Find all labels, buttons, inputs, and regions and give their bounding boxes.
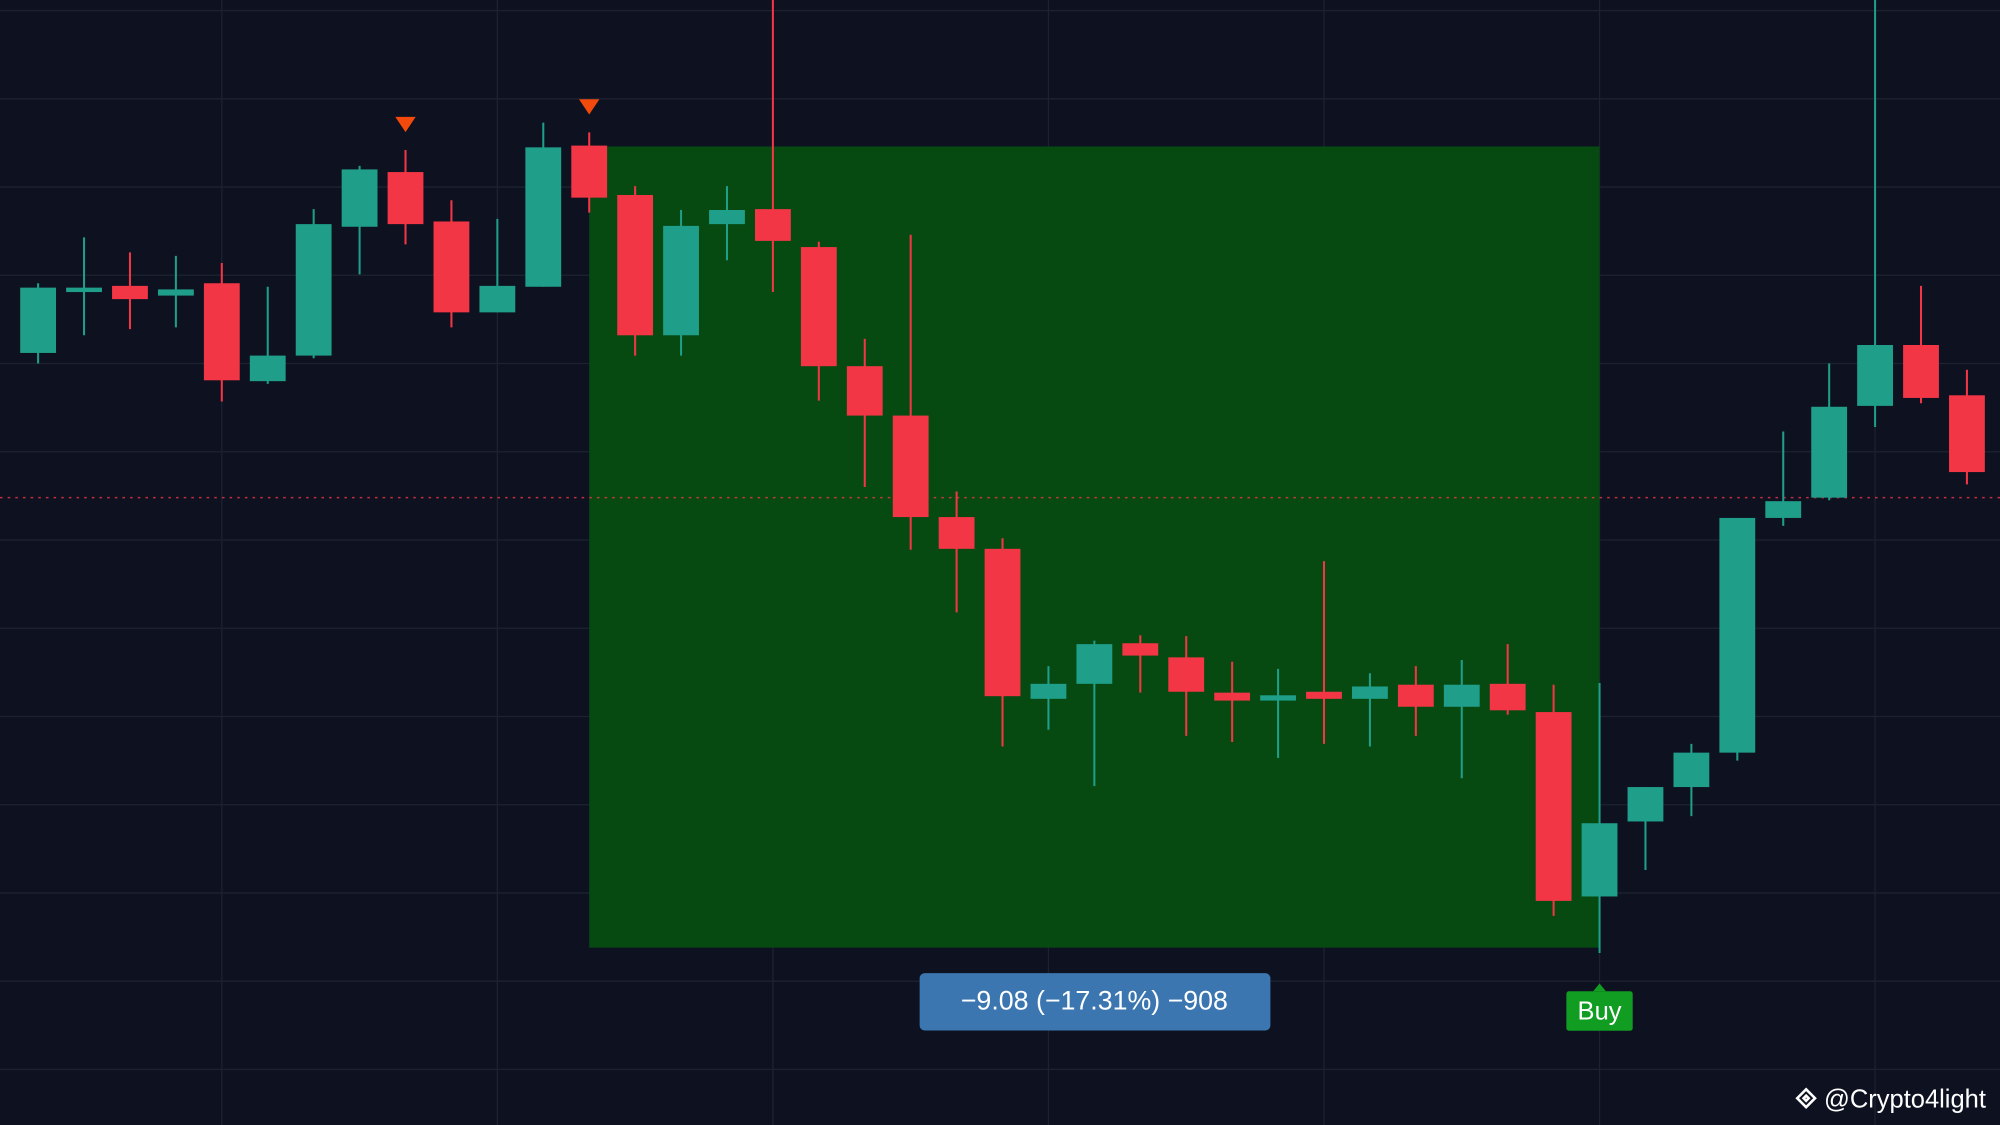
candle-body (663, 225, 699, 336)
candle-body (525, 147, 562, 287)
candle-body (709, 210, 745, 225)
candle-body (1214, 692, 1251, 701)
candle-body (1535, 712, 1572, 901)
candle-body (892, 415, 929, 518)
candle-body (433, 221, 470, 313)
candle-body (846, 366, 883, 416)
candle-body (617, 195, 654, 336)
candles (20, 0, 1985, 953)
candle-body (938, 517, 975, 549)
candle-body (1949, 395, 1985, 473)
candle-body (1489, 683, 1526, 711)
candle-body (1811, 406, 1848, 498)
candle-body (571, 145, 608, 198)
candle-body (1719, 517, 1756, 753)
candle-body (203, 283, 240, 381)
candle-body (1857, 345, 1893, 406)
candle-body (295, 224, 332, 356)
candle-body (800, 247, 837, 367)
candle-body (1122, 643, 1159, 656)
watermark: @Crypto4light (1795, 1085, 1986, 1113)
measure-area (589, 146, 1600, 948)
candle-body (1076, 644, 1113, 684)
buy-pointer (1593, 983, 1606, 992)
candle-body (1306, 691, 1342, 699)
sell-marker (579, 99, 600, 115)
buy-label-box (1566, 991, 1633, 1031)
sell-marker (395, 116, 416, 133)
candle-body (112, 285, 148, 300)
candle-body (1581, 823, 1618, 897)
candle-body (20, 287, 57, 353)
candle-body (341, 169, 378, 227)
candle-body (984, 548, 1021, 697)
candle-body (1260, 695, 1296, 701)
candle-body (1627, 787, 1664, 822)
candle-body (1168, 657, 1205, 692)
measure-label-box (919, 973, 1271, 1031)
candle-body (1030, 683, 1067, 699)
measure-label: −9.08 (−17.31%) −908 (961, 986, 1228, 1016)
candle-body (1673, 752, 1710, 788)
watermark-icon (1795, 1087, 1817, 1109)
buy-label: Buy (1578, 998, 1622, 1026)
candle-body (66, 287, 102, 293)
candle-body (1352, 686, 1388, 699)
candle-body (1443, 684, 1480, 707)
candle-body (1903, 345, 1939, 398)
measure-area (0, 146, 2000, 948)
overlays: −9.08 (−17.31%) −908 Buy (395, 99, 1633, 1031)
candle-body (1397, 684, 1434, 707)
watermark-text: @Crypto4light (1824, 1085, 1986, 1113)
candle-body (157, 289, 194, 296)
candle-body (754, 209, 791, 241)
candle-body (387, 172, 424, 225)
candle-body (249, 355, 286, 382)
candle-body (479, 285, 516, 313)
candle-body (1765, 501, 1802, 518)
